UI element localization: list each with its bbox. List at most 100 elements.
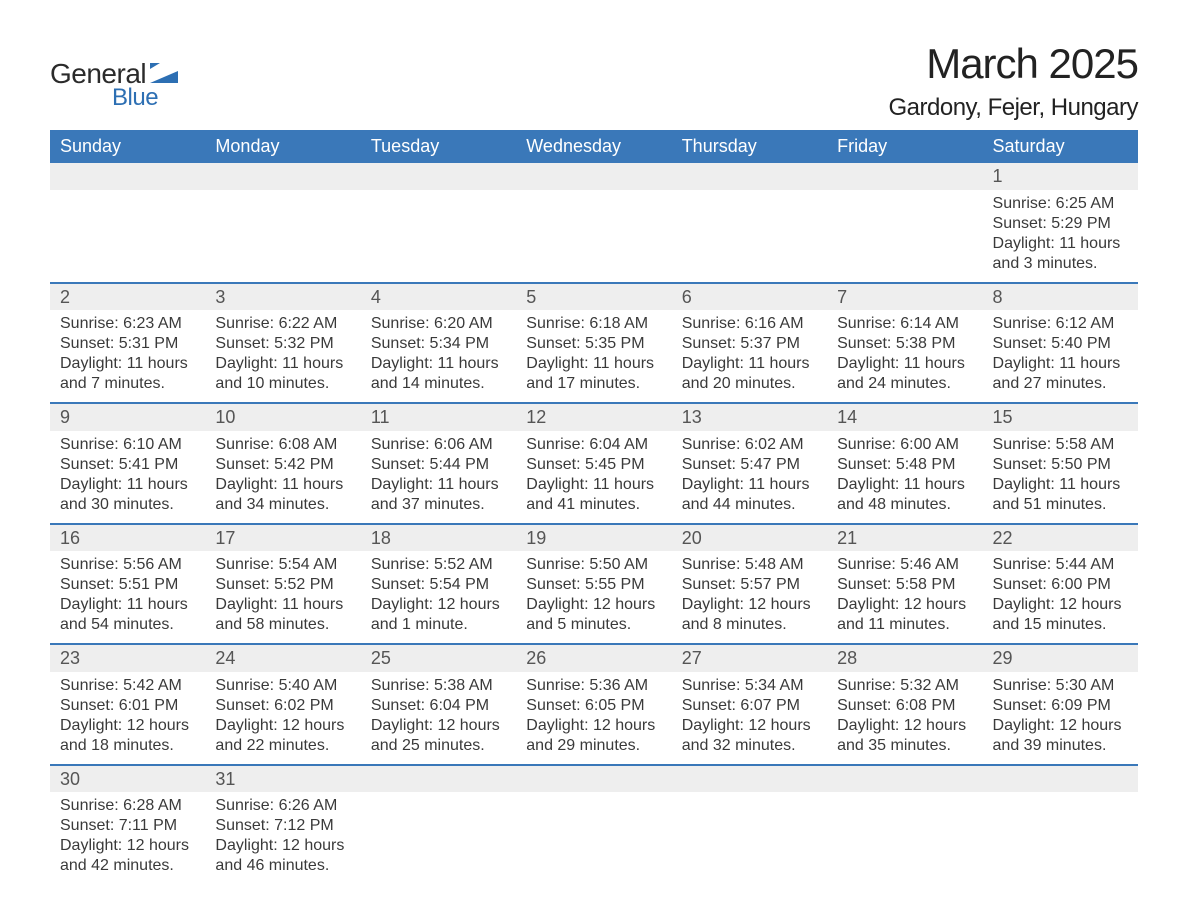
daylight-text: Daylight: 11 hours and 41 minutes. xyxy=(526,475,661,515)
day-number-cell xyxy=(516,765,671,793)
sunset-text: Sunset: 5:45 PM xyxy=(526,455,661,475)
weekday-header: Wednesday xyxy=(516,130,671,163)
sunrise-text: Sunrise: 6:12 AM xyxy=(993,314,1128,334)
sunrise-text: Sunrise: 5:32 AM xyxy=(837,676,972,696)
day-detail-row: Sunrise: 6:23 AMSunset: 5:31 PMDaylight:… xyxy=(50,310,1138,403)
sunset-text: Sunset: 5:48 PM xyxy=(837,455,972,475)
sunset-text: Sunset: 5:34 PM xyxy=(371,334,506,354)
day-number-cell xyxy=(827,163,982,190)
title-location: Gardony, Fejer, Hungary xyxy=(888,94,1138,122)
sunset-text: Sunset: 7:12 PM xyxy=(215,816,350,836)
sunrise-text: Sunrise: 6:26 AM xyxy=(215,796,350,816)
day-detail-cell xyxy=(827,190,982,283)
day-detail-cell xyxy=(672,792,827,884)
daylight-text: Daylight: 11 hours and 54 minutes. xyxy=(60,595,195,635)
sunrise-text: Sunrise: 6:25 AM xyxy=(993,194,1128,214)
daylight-text: Daylight: 11 hours and 34 minutes. xyxy=(215,475,350,515)
weekday-header: Sunday xyxy=(50,130,205,163)
daylight-text: Daylight: 11 hours and 24 minutes. xyxy=(837,354,972,394)
daylight-text: Daylight: 12 hours and 5 minutes. xyxy=(526,595,661,635)
sunset-text: Sunset: 6:02 PM xyxy=(215,696,350,716)
logo-text-blue: Blue xyxy=(112,84,158,112)
title-month: March 2025 xyxy=(888,40,1138,88)
sunrise-text: Sunrise: 6:28 AM xyxy=(60,796,195,816)
day-detail-cell: Sunrise: 6:04 AMSunset: 5:45 PMDaylight:… xyxy=(516,431,671,524)
day-number-row: 16171819202122 xyxy=(50,524,1138,552)
weekday-header: Thursday xyxy=(672,130,827,163)
sunrise-text: Sunrise: 5:42 AM xyxy=(60,676,195,696)
daylight-text: Daylight: 11 hours and 27 minutes. xyxy=(993,354,1128,394)
daylight-text: Daylight: 11 hours and 58 minutes. xyxy=(215,595,350,635)
day-number-cell: 24 xyxy=(205,644,360,672)
day-number-cell: 10 xyxy=(205,403,360,431)
day-number-row: 2345678 xyxy=(50,283,1138,311)
day-number-cell: 26 xyxy=(516,644,671,672)
day-number-cell: 1 xyxy=(983,163,1138,190)
sunrise-text: Sunrise: 5:58 AM xyxy=(993,435,1128,455)
daylight-text: Daylight: 12 hours and 35 minutes. xyxy=(837,716,972,756)
day-detail-cell: Sunrise: 6:26 AMSunset: 7:12 PMDaylight:… xyxy=(205,792,360,884)
day-number-cell: 9 xyxy=(50,403,205,431)
day-detail-cell: Sunrise: 6:14 AMSunset: 5:38 PMDaylight:… xyxy=(827,310,982,403)
sunset-text: Sunset: 5:37 PM xyxy=(682,334,817,354)
day-detail-cell: Sunrise: 6:25 AMSunset: 5:29 PMDaylight:… xyxy=(983,190,1138,283)
day-detail-cell xyxy=(983,792,1138,884)
day-detail-cell: Sunrise: 5:54 AMSunset: 5:52 PMDaylight:… xyxy=(205,551,360,644)
sunset-text: Sunset: 5:35 PM xyxy=(526,334,661,354)
daylight-text: Daylight: 11 hours and 20 minutes. xyxy=(682,354,817,394)
day-detail-row: Sunrise: 6:28 AMSunset: 7:11 PMDaylight:… xyxy=(50,792,1138,884)
daylight-text: Daylight: 12 hours and 11 minutes. xyxy=(837,595,972,635)
day-detail-cell xyxy=(672,190,827,283)
sunset-text: Sunset: 6:08 PM xyxy=(837,696,972,716)
sunset-text: Sunset: 6:00 PM xyxy=(993,575,1128,595)
day-detail-cell: Sunrise: 5:34 AMSunset: 6:07 PMDaylight:… xyxy=(672,672,827,765)
sunset-text: Sunset: 5:58 PM xyxy=(837,575,972,595)
weekday-row: Sunday Monday Tuesday Wednesday Thursday… xyxy=(50,130,1138,163)
day-detail-cell xyxy=(205,190,360,283)
day-detail-cell xyxy=(361,190,516,283)
sunset-text: Sunset: 5:38 PM xyxy=(837,334,972,354)
day-detail-cell: Sunrise: 6:08 AMSunset: 5:42 PMDaylight:… xyxy=(205,431,360,524)
sunrise-text: Sunrise: 6:20 AM xyxy=(371,314,506,334)
daylight-text: Daylight: 12 hours and 8 minutes. xyxy=(682,595,817,635)
sunrise-text: Sunrise: 5:40 AM xyxy=(215,676,350,696)
sunrise-text: Sunrise: 5:52 AM xyxy=(371,555,506,575)
logo: General Blue xyxy=(50,40,178,112)
header: General Blue March 2025 Gardony, Fejer, … xyxy=(50,40,1138,122)
sunset-text: Sunset: 6:04 PM xyxy=(371,696,506,716)
sunset-text: Sunset: 6:01 PM xyxy=(60,696,195,716)
day-detail-row: Sunrise: 5:42 AMSunset: 6:01 PM Daylight:… xyxy=(50,672,1138,765)
day-detail-cell: Sunrise: 5:32 AMSunset: 6:08 PMDaylight:… xyxy=(827,672,982,765)
sunset-text: Sunset: 5:29 PM xyxy=(993,214,1128,234)
daylight-text: Daylight: 11 hours and 3 minutes. xyxy=(993,234,1128,274)
sunset-text: Sunset: 6:09 PM xyxy=(993,696,1128,716)
sunrise-text: Sunrise: 5:30 AM xyxy=(993,676,1128,696)
day-detail-cell: Sunrise: 5:40 AMSunset: 6:02 PMDaylight:… xyxy=(205,672,360,765)
day-number-cell: 11 xyxy=(361,403,516,431)
sunrise-text: Sunrise: 6:23 AM xyxy=(60,314,195,334)
day-number-cell: 22 xyxy=(983,524,1138,552)
daylight-text: Daylight: 12 hours and 22 minutes. xyxy=(215,716,350,756)
day-number-cell: 2 xyxy=(50,283,205,311)
day-number-cell: 5 xyxy=(516,283,671,311)
weekday-header: Friday xyxy=(827,130,982,163)
sunrise-text: Sunrise: 5:50 AM xyxy=(526,555,661,575)
day-number-row: 3031 xyxy=(50,765,1138,793)
sunset-text: Sunset: 5:51 PM xyxy=(60,575,195,595)
day-number-cell xyxy=(205,163,360,190)
sunrise-text: Sunrise: 6:16 AM xyxy=(682,314,817,334)
day-detail-cell: Sunrise: 6:10 AMSunset: 5:41 PMDaylight:… xyxy=(50,431,205,524)
day-detail-cell xyxy=(827,792,982,884)
day-detail-cell: Sunrise: 5:52 AMSunset: 5:54 PMDaylight:… xyxy=(361,551,516,644)
day-number-cell: 19 xyxy=(516,524,671,552)
sunrise-text: Sunrise: 6:06 AM xyxy=(371,435,506,455)
day-number-cell: 12 xyxy=(516,403,671,431)
day-detail-cell: Sunrise: 6:18 AMSunset: 5:35 PMDaylight:… xyxy=(516,310,671,403)
daylight-text: Daylight: 11 hours and 51 minutes. xyxy=(993,475,1128,515)
day-number-cell xyxy=(361,765,516,793)
day-number-cell: 28 xyxy=(827,644,982,672)
day-number-cell xyxy=(672,765,827,793)
day-detail-cell xyxy=(516,190,671,283)
calendar-body: 1Sunrise: 6:25 AMSunset: 5:29 PMDaylight… xyxy=(50,163,1138,884)
day-detail-cell: Sunrise: 6:22 AMSunset: 5:32 PMDaylight:… xyxy=(205,310,360,403)
